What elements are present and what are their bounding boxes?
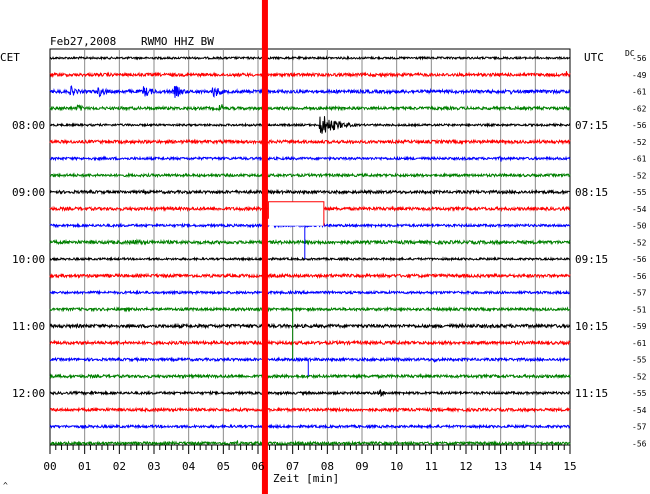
header-station: RWMO HHZ BW: [141, 35, 214, 48]
x-tick-label: 03: [147, 460, 160, 473]
right-timezone-label: UTC: [584, 51, 604, 64]
seismic-trace: [49, 116, 571, 134]
dc-value-label: -52: [632, 238, 647, 247]
dc-value-label: -61: [632, 155, 647, 164]
x-tick-label: 05: [217, 460, 230, 473]
dc-value-label: -61: [632, 88, 647, 97]
seismic-trace: [49, 306, 571, 313]
dc-value-label: -54: [632, 406, 647, 415]
right-time-label: 09:15: [575, 253, 608, 266]
x-tick-label: 08: [321, 460, 334, 473]
dc-value-label: -55: [632, 356, 647, 365]
dc-value-label: -54: [632, 205, 647, 214]
left-timezone-label: CET: [0, 51, 20, 64]
x-tick-label: 04: [182, 460, 196, 473]
x-tick-label: 13: [494, 460, 507, 473]
data-gap-box: [268, 201, 324, 226]
seismic-traces: [49, 55, 571, 447]
seismic-trace: [49, 423, 571, 430]
seismic-trace: [49, 322, 571, 330]
chart-grid: [49, 48, 571, 454]
seismic-trace: [49, 372, 571, 380]
right-time-label: 11:15: [575, 387, 608, 400]
x-tick-label: 02: [113, 460, 126, 473]
x-tick-label: 09: [355, 460, 368, 473]
dc-header-label: DC: [625, 49, 635, 58]
left-time-label: 10:00: [12, 253, 45, 266]
dc-value-label: -56: [632, 255, 647, 264]
seismic-trace: [49, 55, 571, 61]
x-tick-label: 10: [390, 460, 403, 473]
right-time-label: 10:15: [575, 320, 608, 333]
seismic-trace: [49, 389, 571, 398]
seismic-trace: [49, 155, 571, 162]
seismic-trace: [49, 339, 571, 347]
seismic-trace: [49, 256, 571, 262]
seismic-trace: [49, 104, 571, 112]
dc-value-label: -56: [632, 272, 647, 281]
x-tick-label: 11: [425, 460, 438, 473]
dc-value-label: -52: [632, 372, 647, 381]
seismic-trace: [49, 138, 571, 146]
left-time-label: 09:00: [12, 186, 45, 199]
left-time-label: 11:00: [12, 320, 45, 333]
dc-value-label: -62: [632, 104, 647, 113]
right-time-label: 08:15: [575, 186, 608, 199]
chart-overlays: [261, 0, 325, 494]
x-tick-label: 15: [563, 460, 576, 473]
seismic-trace: [49, 439, 571, 447]
dc-value-label: -61: [632, 339, 647, 348]
right-time-label: 07:15: [575, 119, 608, 132]
seismic-trace: [49, 188, 571, 196]
left-time-label: 12:00: [12, 387, 45, 400]
seismic-trace: [49, 85, 570, 98]
dc-value-label: -52: [632, 171, 647, 180]
x-tick-label: 14: [529, 460, 543, 473]
seismic-trace: [49, 356, 571, 363]
dc-value-label: -56: [632, 439, 647, 448]
dc-value-label: -55: [632, 389, 647, 398]
red-marker-line: [261, 0, 268, 494]
dc-value-label: -50: [632, 222, 647, 231]
chart-labels: Feb27,2008 RWMO HHZ BW CET UTC DC Zeit […: [0, 35, 647, 490]
x-tick-label: 06: [251, 460, 264, 473]
dc-value-label: -49: [632, 71, 647, 80]
dc-value-label: -57: [632, 289, 647, 298]
data-gap-outline: [267, 201, 325, 226]
seismic-trace: [49, 222, 571, 229]
x-axis-title: Zeit [min]: [273, 472, 339, 485]
x-tick-label: 07: [286, 460, 299, 473]
seismic-trace: [49, 71, 571, 79]
seismic-trace: [49, 238, 571, 246]
header-date: Feb27,2008: [50, 35, 116, 48]
corner-mark: ^: [3, 481, 8, 490]
x-tick-label: 12: [459, 460, 472, 473]
dc-value-label: -55: [632, 188, 647, 197]
seismic-trace: [49, 289, 571, 296]
dc-value-label: -57: [632, 423, 647, 432]
seismic-trace: [49, 272, 571, 280]
x-tick-label: 01: [78, 460, 91, 473]
left-time-label: 08:00: [12, 119, 45, 132]
dc-value-label: -56: [632, 54, 647, 63]
dc-value-label: -59: [632, 322, 647, 331]
seismic-trace: [49, 406, 571, 414]
dc-value-label: -52: [632, 138, 647, 147]
dc-value-label: -51: [632, 305, 647, 314]
dc-value-label: -56: [632, 121, 647, 130]
seismic-trace: [49, 172, 571, 179]
x-tick-label: 00: [43, 460, 56, 473]
